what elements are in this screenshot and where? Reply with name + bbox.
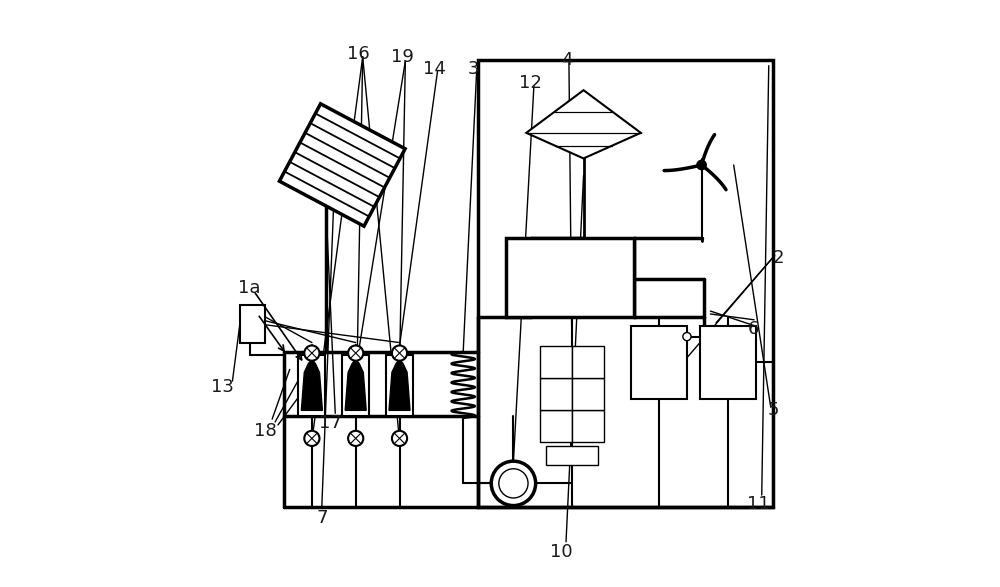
- Circle shape: [392, 346, 407, 360]
- Text: 13: 13: [211, 378, 234, 396]
- Polygon shape: [301, 359, 322, 410]
- Bar: [540, 346, 572, 378]
- Circle shape: [499, 469, 528, 498]
- Text: 19: 19: [391, 48, 414, 66]
- Bar: [342, 355, 369, 416]
- Bar: [540, 378, 572, 410]
- Bar: [572, 410, 604, 443]
- Bar: [386, 355, 413, 416]
- Circle shape: [304, 431, 319, 446]
- Polygon shape: [279, 104, 405, 226]
- Text: 3: 3: [468, 59, 479, 77]
- Text: 2: 2: [773, 249, 784, 268]
- Text: 11: 11: [747, 495, 770, 513]
- Polygon shape: [526, 90, 641, 158]
- Circle shape: [683, 332, 691, 340]
- Text: 10: 10: [550, 543, 573, 561]
- Text: 7: 7: [316, 510, 328, 528]
- Bar: [572, 378, 604, 410]
- Bar: [572, 346, 604, 378]
- Polygon shape: [345, 359, 366, 410]
- Text: 6: 6: [747, 319, 759, 338]
- Text: 14: 14: [423, 59, 446, 77]
- Bar: [506, 238, 634, 317]
- Text: 17: 17: [319, 414, 342, 432]
- Text: 1a: 1a: [238, 279, 260, 296]
- Bar: [478, 60, 773, 507]
- Bar: [298, 355, 325, 416]
- Circle shape: [304, 346, 319, 360]
- Circle shape: [491, 461, 536, 505]
- Bar: [700, 326, 756, 399]
- Text: 5: 5: [767, 402, 779, 419]
- Bar: [540, 410, 572, 443]
- Circle shape: [697, 160, 706, 170]
- Text: 18: 18: [254, 422, 277, 440]
- Circle shape: [348, 346, 363, 360]
- Text: 12: 12: [519, 74, 542, 92]
- Circle shape: [392, 431, 407, 446]
- Text: 16: 16: [347, 45, 370, 63]
- Circle shape: [348, 431, 363, 446]
- Bar: [631, 326, 687, 399]
- Text: 4: 4: [561, 51, 573, 69]
- Polygon shape: [389, 359, 410, 410]
- Bar: [240, 305, 265, 343]
- Bar: [546, 446, 598, 465]
